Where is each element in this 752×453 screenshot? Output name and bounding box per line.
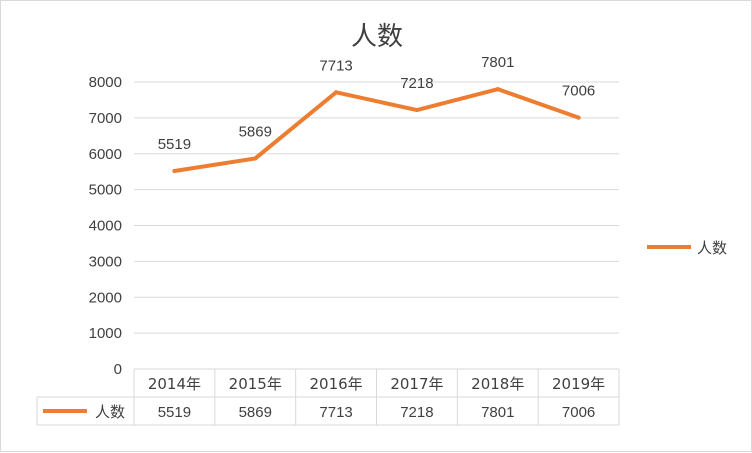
table-series-name: 人数 <box>95 403 125 421</box>
data-label: 5869 <box>239 123 272 140</box>
y-tick-label: 8000 <box>89 74 122 91</box>
data-point <box>576 115 581 120</box>
table-value: 5519 <box>158 404 191 421</box>
y-tick-label: 4000 <box>89 218 122 235</box>
y-axis-ticks: 0 1000 2000 3000 4000 5000 6000 7000 8000 <box>89 74 122 378</box>
data-point <box>172 169 177 174</box>
y-tick-label: 7000 <box>89 110 122 127</box>
y-tick-label: 3000 <box>89 253 122 270</box>
data-point <box>253 156 258 161</box>
legend-label: 人数 <box>697 239 727 257</box>
table-value: 5869 <box>239 404 272 421</box>
data-point <box>334 90 339 95</box>
gridlines <box>134 81 619 370</box>
data-label: 7218 <box>400 75 433 92</box>
series-line <box>172 87 581 174</box>
data-point <box>414 108 419 113</box>
data-label: 7006 <box>562 83 595 100</box>
data-label: 5519 <box>158 136 191 153</box>
y-tick-label: 1000 <box>89 325 122 342</box>
x-tick-label: 2015年 <box>229 375 282 393</box>
x-tick-label: 2019年 <box>552 375 605 393</box>
table-value: 7006 <box>562 404 595 421</box>
x-tick-label: 2017年 <box>390 375 443 393</box>
x-tick-label: 2014年 <box>148 375 201 393</box>
x-tick-label: 2016年 <box>309 375 362 393</box>
table-value: 7801 <box>481 404 514 421</box>
data-point <box>495 87 500 92</box>
data-label: 7713 <box>319 57 352 74</box>
y-tick-label: 2000 <box>89 289 122 306</box>
series-layer <box>172 87 581 174</box>
y-tick-label: 6000 <box>89 146 122 163</box>
y-tick-label: 5000 <box>89 182 122 199</box>
data-labels: 5519 5869 7713 7218 7801 7006 <box>158 54 596 153</box>
legend: 人数 <box>647 239 727 257</box>
y-tick-label: 0 <box>114 361 122 378</box>
chart-title: 人数 <box>351 22 403 52</box>
data-label: 7801 <box>481 54 514 71</box>
table-value: 7218 <box>400 404 433 421</box>
table-value: 7713 <box>319 404 352 421</box>
x-tick-label: 2018年 <box>471 375 524 393</box>
